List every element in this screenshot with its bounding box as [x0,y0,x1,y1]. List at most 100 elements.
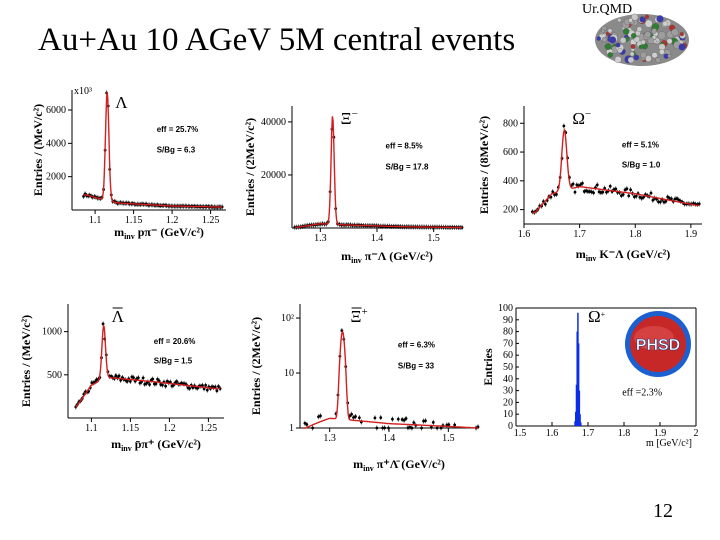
x-tick-label: 1.1 [89,215,102,226]
x-tick-label: 1.8 [629,229,642,240]
phsd-logo-text: PHSD [636,337,680,354]
sphere-particle [614,56,622,64]
y-tick-label: 400 [503,176,518,187]
x-tick-label: 1.7 [582,428,595,439]
signal-background-label: S/Bg = 33 [398,361,435,370]
fit-curve [83,92,223,208]
sphere-particle [640,39,646,45]
sphere-particle [633,54,640,61]
y-tick-label: 10² [281,313,294,324]
sphere-particle [596,36,601,41]
particle-label: Ω+ [588,307,606,326]
y-tick-label: 80 [503,327,513,338]
y-tick-label: 4000 [46,138,66,149]
x-axis-title: minv π⁺Λ̄ (GeV/c²) [353,457,445,473]
chart-xi-minus: 1.3 1.4 1.5 20000 40000 Entries / (2MeV/c²) mi… [240,98,470,268]
y-tick-label: 40 [503,374,513,385]
sphere-particle [627,56,635,64]
sphere-particle [636,26,643,32]
y-tick-label: 200 [503,205,518,216]
chart-omega-minus: 1.6 1.7 1.8 1.9 200 400 600 800 Entries / (8MeV/… [476,98,712,264]
signal-background-label: S/Bg = 1.5 [154,356,193,365]
x-tick-label: 2 [694,428,699,439]
y-tick-label: 600 [503,147,518,158]
particle-label: Λ [115,93,128,112]
y-tick-label: 6000 [46,105,66,116]
particle-label: Λ [112,307,125,326]
x-tick-label: 1.9 [685,229,698,240]
sphere-particle [644,19,653,28]
x-tick-label: 1.5 [442,433,455,444]
x-tick-label: 1.15 [122,423,140,434]
sphere-particle [607,52,614,58]
particle-label: Ω− [572,108,591,128]
x-tick-label: 1.9 [654,428,667,439]
signal-background-label: S/Bg = 1.0 [622,160,661,169]
y-axis-title: Entries / (MeV/c²) [19,315,33,407]
y-tick-label: 70 [503,338,513,349]
histogram-bar [577,343,580,426]
y-axis-title: Entries / (8MeV/c²) [477,116,491,214]
chart-antixi-plus: 1.3 1.4 1.5 1 10 10² Entries / (2MeV/c²) minv π… [244,296,506,476]
y-tick-label: 90 [503,315,513,326]
x-tick-label: 1.3 [314,233,327,244]
y-tick-label: 500 [47,370,62,381]
x-tick-label: 1.6 [518,229,531,240]
phsd-logo: PHSD [624,310,692,378]
x-tick-label: 1.15 [125,215,143,226]
sphere-particle [679,32,684,37]
sphere-particle [601,28,605,33]
sphere-particle [651,28,657,34]
sphere-particle [601,36,608,43]
efficiency-label: eff = 8.5% [386,142,423,151]
efficiency-label: eff = 6.3% [398,340,435,349]
sphere-particle [671,28,679,37]
x-tick-label: 1.3 [323,433,336,444]
page-number: 12 [653,500,673,522]
x-axis-title: m [GeV/c²] [646,438,692,449]
y-tick-label: 20000 [261,170,286,181]
y-tick-label: 10 [284,368,294,379]
urqmd-event-sphere-image [592,10,692,68]
y-tick-label: 0 [508,421,513,432]
x-axis-title: minv p̄π⁺ (GeV/c²) [111,437,201,453]
sphere-particle [667,54,672,58]
signal-background-label: S/Bg = 17.8 [386,162,429,171]
sphere-particle [638,44,644,50]
x-tick-label: 1.1 [85,423,98,434]
x-tick-label: 1.5 [427,233,440,244]
y-tick-label: 40000 [261,117,286,128]
sphere-particle [678,43,686,51]
sphere-particle [639,16,646,23]
slide-title: Au+Au 10 AGeV 5M central events [38,22,516,58]
sphere-particle [666,38,673,45]
y-axis-title: Entries / (2MeV/c²) [243,118,257,216]
histogram-bar [578,390,581,426]
sphere-particle [657,31,666,40]
sphere-particle [631,13,639,21]
sphere-particle [640,51,647,59]
x-tick-label: 1.5 [514,428,527,439]
sphere-particle [617,48,623,54]
histogram-bar [579,414,581,426]
sphere-particle [662,21,668,27]
x-tick-label: 1.25 [202,215,220,226]
fit-curve [303,330,478,429]
efficiency-label: eff = 5.1% [622,140,659,149]
sphere-particle [655,57,661,63]
sphere-particle [629,51,635,57]
y-tick-label: 60 [503,350,513,361]
chart-antilambda: 1.1 1.15 1.2 1.25 500 1000 Entries / (MeV/c²) m… [18,296,240,454]
efficiency-label: eff =2.3% [622,387,662,398]
y-tick-label: 20 [503,397,513,408]
x-tick-label: 1.25 [200,423,218,434]
fit-curve [294,116,462,229]
particle-label: Ξ+ [351,306,368,326]
sphere-particle [622,28,630,35]
efficiency-label: eff = 25.7% [157,125,199,134]
signal-background-label: S/Bg = 6.3 [157,145,196,154]
sphere-particle [609,36,617,44]
sphere-particle [628,18,633,23]
sphere-particle [645,55,652,62]
sphere-particle [617,18,622,23]
